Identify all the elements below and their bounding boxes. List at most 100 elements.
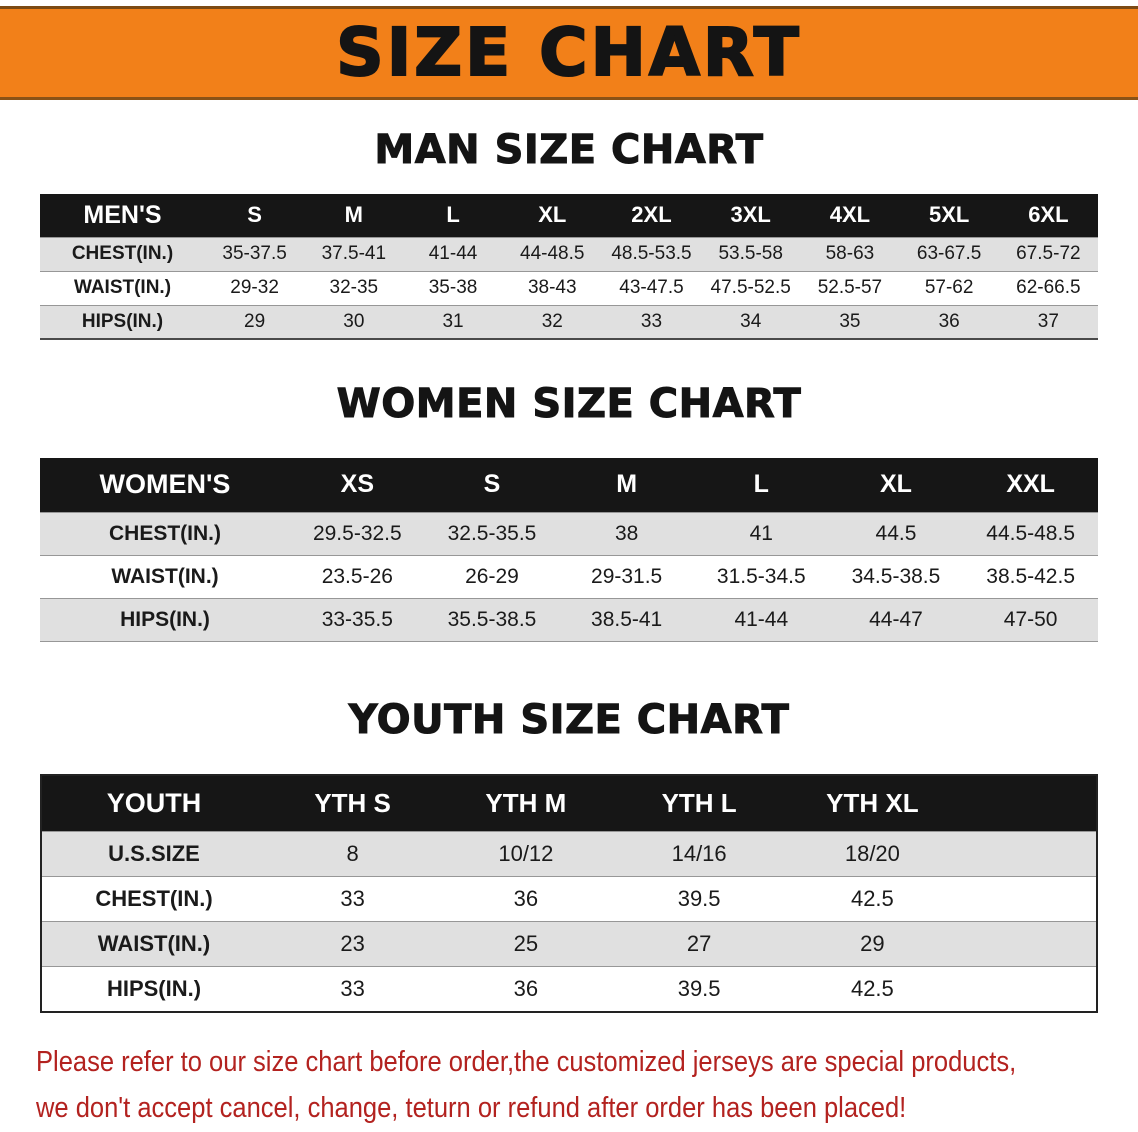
table-cell: 8: [346, 841, 359, 866]
disclaimer-line-1: Please refer to our size chart before or…: [36, 1045, 1017, 1078]
men-table-head: MEN'S S M L XL 2XL 3XL 4XL 5XL 6XL: [40, 194, 1098, 237]
table-cell: 29: [860, 931, 885, 956]
table-cell: 48.5-53.5: [611, 243, 692, 264]
women-waist-row: WAIST(IN.) 23.5-26 26-29 29-31.5 31.5-34…: [40, 555, 1098, 598]
men-table-body: CHEST(IN.) 35-37.5 37.5-41 41-44 44-48.5…: [40, 237, 1098, 339]
size-column-header: YTH L: [612, 774, 786, 832]
size-column-header: 6XL: [998, 194, 1098, 237]
table-cell: 41: [749, 521, 773, 545]
table-cell: 38-43: [527, 277, 577, 298]
table-cell: 32-35: [329, 277, 379, 298]
table-cell: 36: [513, 975, 539, 1001]
table-cell: 35: [839, 310, 861, 332]
table-cell: 34: [740, 310, 762, 332]
table-cell: 58-63: [825, 243, 875, 264]
size-column-header: XL: [828, 458, 964, 512]
table-cell: 41-44: [428, 243, 478, 264]
row-label-cell: CHEST(IN.): [95, 886, 213, 911]
disclaimer-note: Please refer to our size chart before or…: [0, 1039, 1138, 1131]
youth-section-heading: YOUTH SIZE CHART: [348, 696, 790, 743]
table-cell: 33-35.5: [321, 607, 393, 631]
filler-cell: [959, 922, 1097, 967]
table-cell: 36: [938, 310, 960, 332]
size-column-header: M: [304, 194, 404, 237]
row-label-cell: HIPS(IN.): [81, 310, 164, 332]
table-cell: 35-37.5: [222, 243, 287, 264]
youth-table-head: YOUTH YTH S YTH M YTH L YTH XL: [41, 774, 1097, 832]
table-cell: 37: [1037, 310, 1059, 332]
row-label-cell: WAIST(IN.): [73, 277, 172, 298]
youth-chest-row: CHEST(IN.) 33 36 39.5 42.5: [41, 876, 1097, 922]
table-cell: 10/12: [498, 841, 554, 866]
women-section-heading: WOMEN SIZE CHART: [336, 381, 802, 428]
table-cell: 33: [640, 310, 663, 332]
table-cell: 39.5: [677, 886, 721, 911]
table-cell: 57-62: [924, 277, 974, 298]
page-title: SIZE CHART: [335, 14, 802, 91]
men-header-row: MEN'S S M L XL 2XL 3XL 4XL 5XL 6XL: [40, 194, 1098, 237]
youth-size-table: YOUTH YTH S YTH M YTH L YTH XL U.S.SIZE …: [40, 773, 1098, 1013]
table-cell: 26-29: [465, 564, 519, 588]
filler-cell: [959, 877, 1097, 922]
table-cell: 36: [513, 886, 539, 911]
table-cell: 42.5: [850, 975, 894, 1001]
filler-cell: [959, 774, 1097, 832]
size-column-header: 4XL: [800, 194, 900, 237]
row-label-cell: HIPS(IN.): [120, 607, 210, 631]
women-table-title-cell: WOMEN'S: [40, 458, 290, 512]
youth-ussize-row: U.S.SIZE 8 10/12 14/16 18/20: [41, 831, 1097, 877]
filler-cell: [959, 832, 1097, 877]
men-waist-row: WAIST(IN.) 29-32 32-35 35-38 38-43 43-47…: [40, 271, 1098, 305]
table-cell: 47-50: [1003, 607, 1058, 631]
table-cell: 23: [340, 931, 365, 956]
youth-table-title-cell: YOUTH: [41, 774, 266, 832]
youth-table-body: U.S.SIZE 8 10/12 14/16 18/20 CHEST(IN.) …: [41, 831, 1097, 1012]
size-column-header: M: [559, 458, 694, 512]
table-cell: 29.5-32.5: [312, 521, 402, 545]
table-cell: 62-66.5: [1016, 277, 1081, 298]
table-cell: 33: [340, 975, 365, 1001]
table-cell: 52.5-57: [817, 277, 883, 298]
men-chest-row: CHEST(IN.) 35-37.5 37.5-41 41-44 44-48.5…: [40, 237, 1098, 271]
table-cell: 38.5-41: [591, 607, 663, 631]
size-column-header: 3XL: [701, 194, 801, 237]
table-cell: 31: [442, 310, 464, 332]
youth-header-row: YOUTH YTH S YTH M YTH L YTH XL: [41, 774, 1097, 832]
table-cell: 29-32: [230, 277, 279, 298]
youth-waist-row: WAIST(IN.) 23 25 27 29: [41, 921, 1097, 967]
men-hips-row: HIPS(IN.) 29 30 31 32 33 34 35 36 37: [40, 305, 1098, 339]
women-chest-row: CHEST(IN.) 29.5-32.5 32.5-35.5 38 41 44.…: [40, 512, 1098, 555]
table-cell: 53.5-58: [718, 243, 783, 264]
table-cell: 32.5-35.5: [447, 521, 537, 545]
table-cell: 35.5-38.5: [447, 607, 537, 631]
size-column-header: L: [403, 194, 503, 237]
table-cell: 35-38: [428, 277, 478, 298]
size-column-header: YTH M: [439, 774, 613, 832]
table-cell: 37.5-41: [321, 243, 387, 264]
table-cell: 29-31.5: [591, 564, 663, 588]
table-cell: 38: [614, 521, 639, 545]
table-cell: 47.5-52.5: [710, 277, 791, 298]
size-column-header: XL: [502, 194, 602, 237]
table-cell: 39.5: [677, 975, 721, 1001]
size-column-header: S: [424, 458, 560, 512]
table-cell: 29: [244, 310, 266, 332]
size-column-header: YTH XL: [785, 774, 959, 832]
table-cell: 25: [513, 931, 539, 956]
women-hips-row: HIPS(IN.) 33-35.5 35.5-38.5 38.5-41 41-4…: [40, 598, 1098, 641]
table-cell: 42.5: [850, 886, 894, 911]
table-cell: 34.5-38.5: [851, 564, 941, 588]
table-cell: 44.5-48.5: [986, 521, 1076, 545]
filler-cell: [959, 967, 1097, 1012]
size-column-header: L: [693, 458, 829, 512]
row-label-cell: U.S.SIZE: [108, 841, 200, 866]
table-cell: 44-48.5: [520, 243, 585, 264]
table-cell: 18/20: [844, 841, 900, 866]
men-size-table: MEN'S S M L XL 2XL 3XL 4XL 5XL 6XL CHEST…: [40, 194, 1098, 340]
table-cell: 27: [686, 931, 712, 956]
size-column-header: XXL: [963, 458, 1098, 512]
table-cell: 23.5-26: [321, 564, 393, 588]
row-label-cell: WAIST(IN.): [97, 931, 211, 956]
size-column-header: S: [205, 194, 305, 237]
